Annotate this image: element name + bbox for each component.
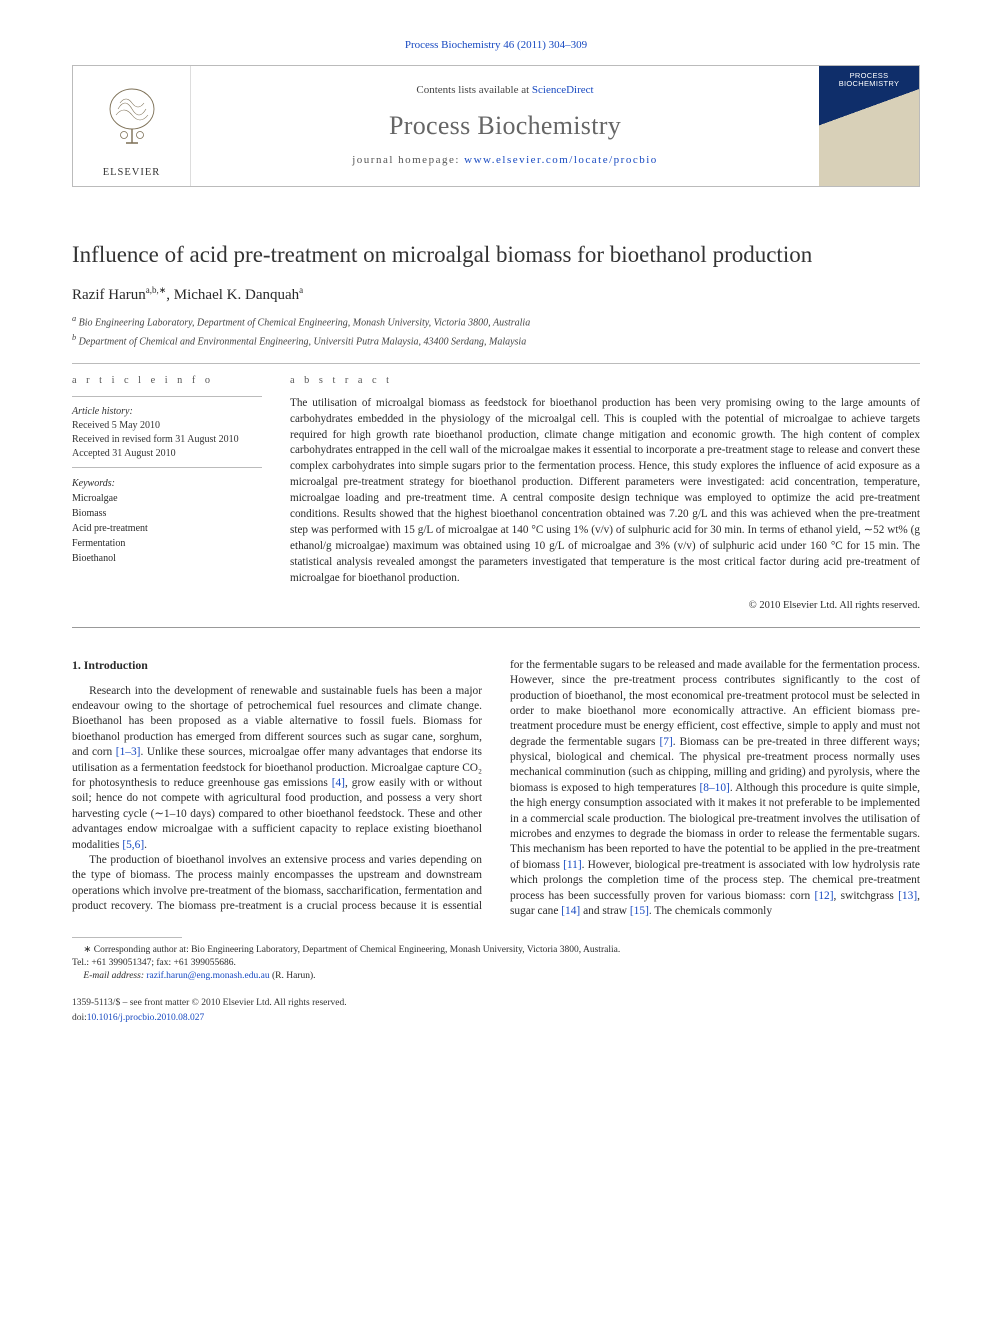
cover-label: PROCESSBIOCHEMISTRY xyxy=(839,72,900,89)
info-abstract-row: a r t i c l e i n f o Article history: R… xyxy=(72,374,920,613)
ref-link[interactable]: [15] xyxy=(630,905,649,917)
elsevier-wordmark: ELSEVIER xyxy=(73,166,190,186)
running-head-link[interactable]: Process Biochemistry 46 (2011) 304–309 xyxy=(405,39,587,51)
ref-link[interactable]: [12] xyxy=(815,890,834,902)
contents-prefix: Contents lists available at xyxy=(416,84,531,96)
journal-cover-thumb: PROCESSBIOCHEMISTRY xyxy=(819,66,919,186)
history-accepted: Accepted 31 August 2010 xyxy=(72,447,262,461)
footnote-separator xyxy=(72,937,182,938)
ref-link[interactable]: [13] xyxy=(898,890,917,902)
publisher-logo-block: ELSEVIER xyxy=(73,66,191,186)
affiliation-b: b Department of Chemical and Environment… xyxy=(72,332,920,349)
running-head-journal: Process Biochemistry xyxy=(405,39,501,51)
contents-line: Contents lists available at ScienceDirec… xyxy=(416,83,593,98)
ref-link[interactable]: [7] xyxy=(659,736,672,748)
running-head: Process Biochemistry 46 (2011) 304–309 xyxy=(72,38,920,53)
email-link[interactable]: razif.harun@eng.monash.edu.au xyxy=(146,971,269,981)
keywords-block: Keywords: Microalgae Biomass Acid pre-tr… xyxy=(72,476,262,566)
abstract-column: a b s t r a c t The utilisation of micro… xyxy=(290,374,920,613)
abstract-copyright: © 2010 Elsevier Ltd. All rights reserved… xyxy=(290,599,920,613)
author-2: Michael K. Danquaha xyxy=(174,287,303,303)
journal-header-center: Contents lists available at ScienceDirec… xyxy=(191,66,819,186)
section-heading-intro: 1. Introduction xyxy=(72,658,482,674)
running-head-year: 2011 xyxy=(521,39,543,51)
doi-link[interactable]: 10.1016/j.procbio.2010.08.027 xyxy=(87,1013,204,1023)
history-revised: Received in revised form 31 August 2010 xyxy=(72,433,262,447)
abstract-heading: a b s t r a c t xyxy=(290,374,920,388)
homepage-prefix: journal homepage: xyxy=(352,154,464,166)
history-label: Article history: xyxy=(72,405,262,419)
info-separator xyxy=(72,396,262,397)
keyword: Fermentation xyxy=(72,536,262,551)
article-history: Article history: Received 5 May 2010 Rec… xyxy=(72,405,262,461)
sciencedirect-link[interactable]: ScienceDirect xyxy=(532,84,594,96)
ref-link[interactable]: [5,6] xyxy=(122,839,144,851)
journal-header: ELSEVIER Contents lists available at Sci… xyxy=(72,65,920,187)
body-columns: 1. Introduction Research into the develo… xyxy=(72,658,920,920)
corresponding-author-note: ∗ Corresponding author at: Bio Engineeri… xyxy=(72,944,920,957)
keyword: Microalgae xyxy=(72,491,262,506)
divider xyxy=(72,627,920,628)
front-matter-line: 1359-5113/$ – see front matter © 2010 El… xyxy=(72,997,920,1010)
tel-fax: Tel.: +61 399051347; fax: +61 399055686. xyxy=(72,957,920,970)
doi-line: doi:10.1016/j.procbio.2010.08.027 xyxy=(72,1012,920,1025)
running-head-vol: 46 xyxy=(503,39,514,51)
ref-link[interactable]: [8–10] xyxy=(699,782,729,794)
abstract-text: The utilisation of microalgal biomass as… xyxy=(290,396,920,587)
email-line: E-mail address: razif.harun@eng.monash.e… xyxy=(72,970,920,983)
affiliation-a: a Bio Engineering Laboratory, Department… xyxy=(72,313,920,330)
info-separator xyxy=(72,467,262,468)
history-received: Received 5 May 2010 xyxy=(72,419,262,433)
footnotes: ∗ Corresponding author at: Bio Engineeri… xyxy=(72,944,920,982)
divider xyxy=(72,363,920,364)
author-1: Razif Haruna,b,∗ xyxy=(72,287,166,303)
journal-homepage-line: journal homepage: www.elsevier.com/locat… xyxy=(352,153,658,168)
authors-line: Razif Haruna,b,∗, Michael K. Danquaha xyxy=(72,284,920,305)
ref-link[interactable]: [11] xyxy=(563,859,582,871)
keyword: Biomass xyxy=(72,506,262,521)
body-paragraph: Research into the development of renewab… xyxy=(72,684,482,853)
ref-link[interactable]: [14] xyxy=(561,905,580,917)
keyword: Bioethanol xyxy=(72,551,262,566)
keywords-label: Keywords: xyxy=(72,476,262,491)
running-head-pages: 304–309 xyxy=(549,39,588,51)
article-info-heading: a r t i c l e i n f o xyxy=(72,374,262,388)
journal-title: Process Biochemistry xyxy=(389,108,621,143)
journal-homepage-link[interactable]: www.elsevier.com/locate/procbio xyxy=(464,154,658,166)
elsevier-tree-icon xyxy=(73,66,190,166)
article-info-column: a r t i c l e i n f o Article history: R… xyxy=(72,374,262,613)
ref-link[interactable]: [4] xyxy=(332,777,345,789)
keyword: Acid pre-treatment xyxy=(72,521,262,536)
ref-link[interactable]: [1–3] xyxy=(116,746,141,758)
paper-title: Influence of acid pre-treatment on micro… xyxy=(72,239,920,270)
